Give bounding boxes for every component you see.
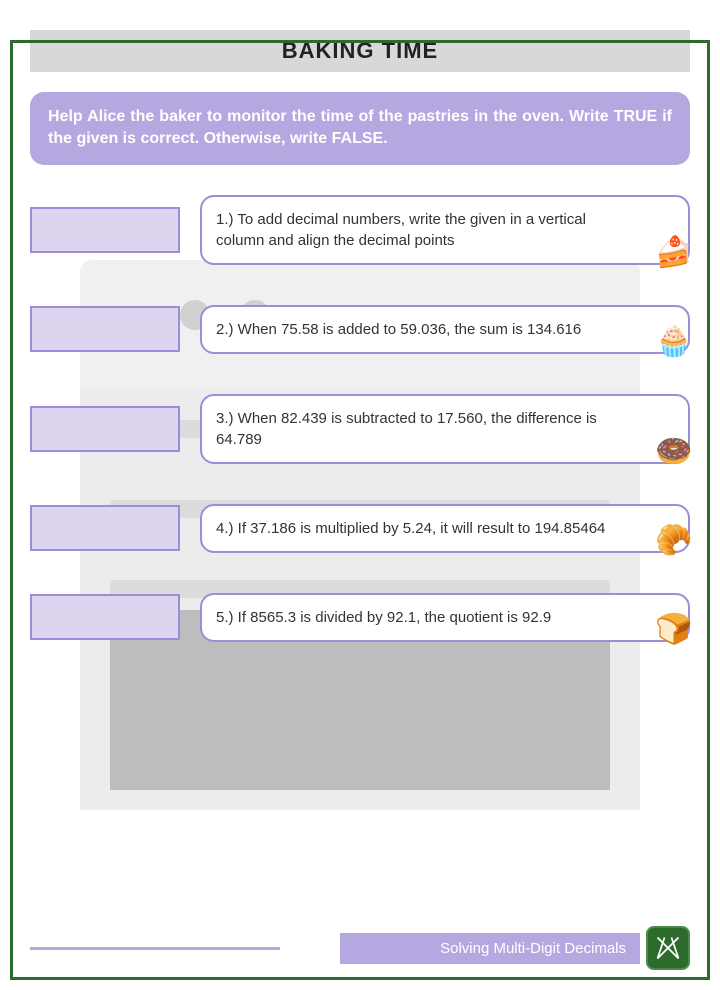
question-text: 3.) When 82.439 is subtracted to 17.560,… [216,410,597,448]
answer-box-3[interactable] [30,406,180,452]
footer-badge-icon [646,926,690,970]
answer-box-4[interactable] [30,505,180,551]
croissant-icon: 🥐 [652,523,696,559]
donut-icon: 🍩 [652,434,696,470]
question-row: 5.) If 8565.3 is divided by 92.1, the qu… [30,593,690,642]
question-row: 2.) When 75.58 is added to 59.036, the s… [30,305,690,354]
answer-box-5[interactable] [30,594,180,640]
cake-roll-icon: 🍰 [652,235,696,271]
question-row: 1.) To add decimal numbers, write the gi… [30,195,690,265]
question-box: 1.) To add decimal numbers, write the gi… [200,195,690,265]
bread-icon: 🍞 [652,612,696,648]
question-box: 2.) When 75.58 is added to 59.036, the s… [200,305,690,354]
question-text: 1.) To add decimal numbers, write the gi… [216,211,586,249]
answer-box-1[interactable] [30,207,180,253]
footer-line [30,947,280,950]
question-row: 4.) If 37.186 is multiplied by 5.24, it … [30,504,690,553]
questions-container: 1.) To add decimal numbers, write the gi… [30,195,690,642]
footer-label: Solving Multi-Digit Decimals [340,933,640,964]
question-text: 5.) If 8565.3 is divided by 92.1, the qu… [216,609,551,626]
question-box: 3.) When 82.439 is subtracted to 17.560,… [200,394,690,464]
answer-box-2[interactable] [30,306,180,352]
question-text: 4.) If 37.186 is multiplied by 5.24, it … [216,520,605,537]
question-text: 2.) When 75.58 is added to 59.036, the s… [216,321,581,338]
muffin-icon: 🧁 [652,324,696,360]
question-row: 3.) When 82.439 is subtracted to 17.560,… [30,394,690,464]
question-box: 5.) If 8565.3 is divided by 92.1, the qu… [200,593,690,642]
question-box: 4.) If 37.186 is multiplied by 5.24, it … [200,504,690,553]
pencil-ruler-icon [654,934,682,962]
